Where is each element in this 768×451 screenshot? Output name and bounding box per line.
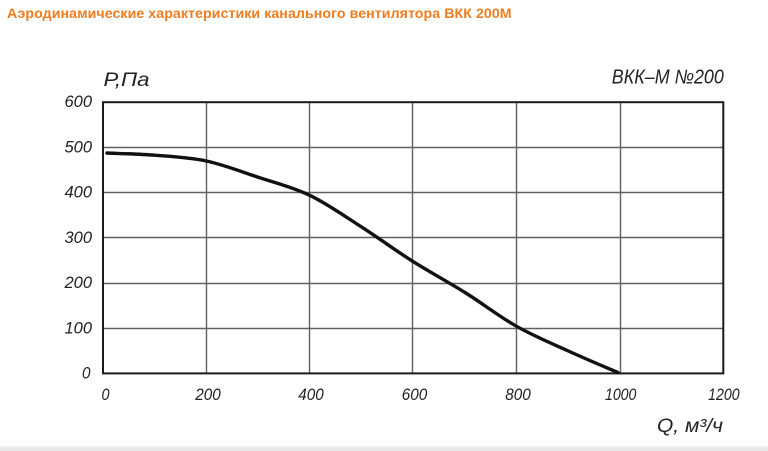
svg-text:500: 500 xyxy=(65,137,93,156)
svg-text:300: 300 xyxy=(65,228,93,247)
svg-text:600: 600 xyxy=(65,92,93,111)
svg-text:0: 0 xyxy=(102,385,110,404)
svg-text:1200: 1200 xyxy=(708,385,740,404)
svg-text:600: 600 xyxy=(402,385,428,404)
svg-text:Q, м³/ч: Q, м³/ч xyxy=(657,415,723,437)
svg-text:0: 0 xyxy=(82,364,91,383)
svg-text:400: 400 xyxy=(65,183,93,202)
svg-text:1000: 1000 xyxy=(605,385,637,404)
svg-text:800: 800 xyxy=(505,385,531,404)
svg-text:400: 400 xyxy=(298,385,324,404)
svg-text:200: 200 xyxy=(194,385,221,404)
svg-text:200: 200 xyxy=(64,273,93,292)
svg-text:Р,Па: Р,Па xyxy=(104,69,150,91)
svg-text:ВКК–М №200: ВКК–М №200 xyxy=(612,66,724,88)
svg-text:100: 100 xyxy=(65,318,93,337)
